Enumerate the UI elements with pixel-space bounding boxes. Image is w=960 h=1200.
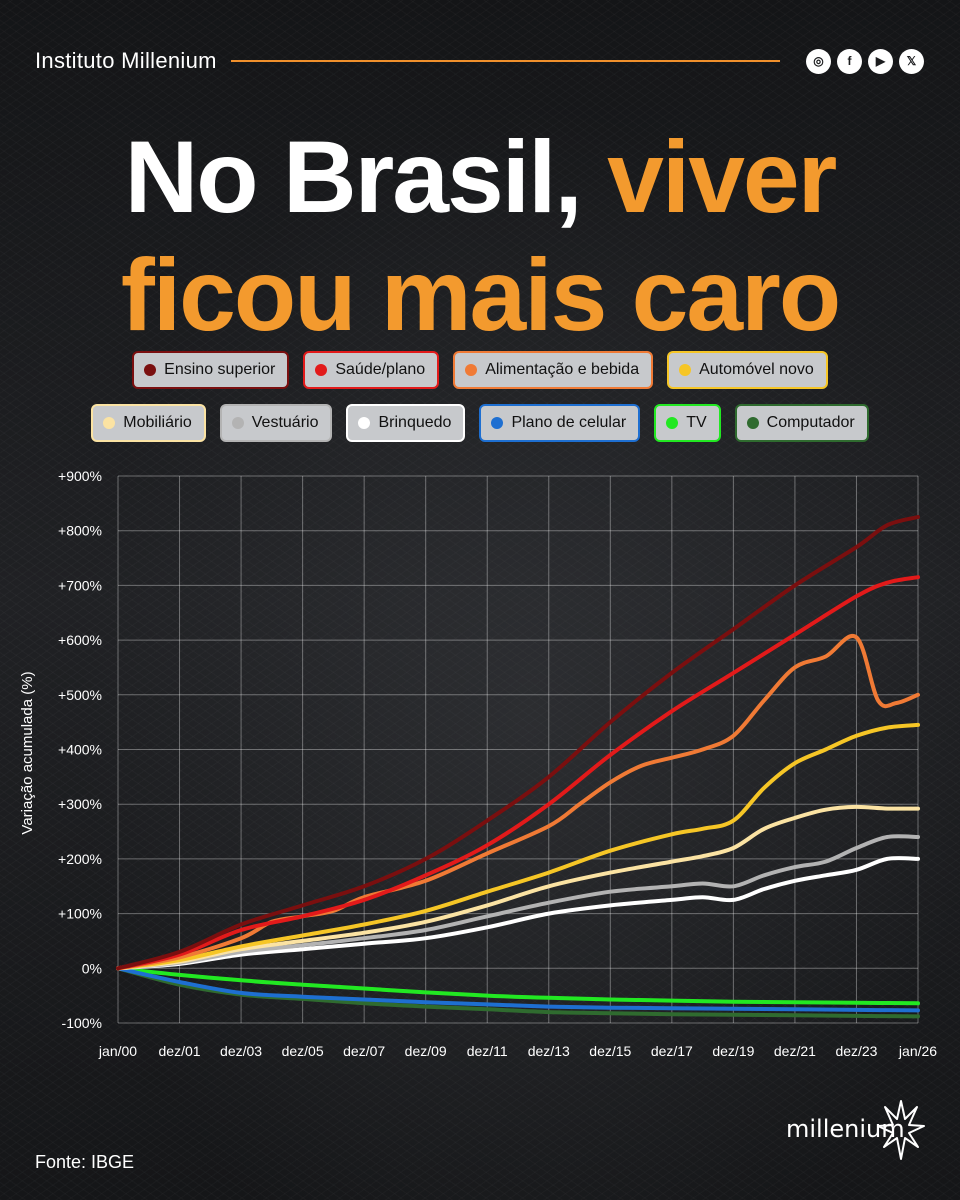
y-tick-label: +600% bbox=[58, 632, 102, 648]
title-part-orange: viver bbox=[607, 120, 837, 234]
x-tick-label: dez/19 bbox=[712, 1043, 754, 1059]
legend-dot bbox=[231, 417, 244, 429]
line-chart: -100% 0% +100% +200% +300% +400% +500% +600% +70… bbox=[19, 468, 937, 1059]
y-tick-label: +800% bbox=[58, 523, 102, 539]
grid bbox=[117, 475, 919, 1024]
legend-item-mobiliario: Mobiliário bbox=[91, 404, 206, 442]
x-tick-label: dez/23 bbox=[835, 1043, 877, 1059]
legend-item-brinquedo: Brinquedo bbox=[346, 404, 466, 442]
legend-label: Saúde/plano bbox=[335, 361, 426, 378]
y-tick-label: +300% bbox=[58, 796, 102, 812]
y-tick-label: 0% bbox=[82, 960, 102, 976]
legend-dot bbox=[358, 417, 371, 429]
legend-item-ensino-superior: Ensino superior bbox=[132, 351, 290, 389]
header: Instituto Millenium ◎ f ▶ 𝕏 bbox=[35, 46, 924, 76]
y-tick-labels: -100% 0% +100% +200% +300% +400% +500% +600% +70… bbox=[58, 468, 102, 1031]
legend-label: TV bbox=[686, 414, 707, 431]
legend-dot bbox=[103, 417, 116, 429]
legend-item-saude-plano: Saúde/plano bbox=[303, 351, 440, 389]
legend-label: Ensino superior bbox=[164, 361, 276, 378]
legend-row-1: Ensino superior Saúde/plano Alimentação … bbox=[0, 351, 960, 389]
legend-label: Computador bbox=[766, 414, 855, 431]
legend-dot bbox=[144, 364, 157, 376]
facebook-icon[interactable]: f bbox=[837, 48, 862, 74]
y-tick-label: +700% bbox=[58, 577, 102, 593]
x-tick-label: jan/00 bbox=[98, 1043, 137, 1059]
legend-dot bbox=[666, 417, 679, 429]
legend-label: Alimentação e bebida bbox=[485, 361, 640, 378]
x-tick-label: dez/17 bbox=[651, 1043, 693, 1059]
x-tick-label: dez/13 bbox=[528, 1043, 570, 1059]
y-tick-label: +100% bbox=[58, 906, 102, 922]
legend-dot bbox=[491, 417, 504, 429]
legend-label: Mobiliário bbox=[123, 414, 192, 431]
series-lines bbox=[116, 515, 920, 1019]
x-tick-label: dez/05 bbox=[282, 1043, 324, 1059]
x-tick-label: dez/21 bbox=[774, 1043, 816, 1059]
y-tick-label: +900% bbox=[58, 468, 102, 484]
series-line-mobiliario bbox=[116, 804, 920, 971]
legend-label: Brinquedo bbox=[378, 414, 452, 431]
source-note: Fonte: IBGE bbox=[35, 1152, 135, 1172]
legend-label: Plano de celular bbox=[511, 414, 627, 431]
x-tick-label: jan/26 bbox=[898, 1043, 937, 1059]
header-divider bbox=[230, 60, 780, 62]
series-line-tv bbox=[116, 966, 920, 1006]
series-line-saude-plano bbox=[116, 575, 920, 971]
y-tick-label: +400% bbox=[58, 742, 102, 758]
social-links: ◎ f ▶ 𝕏 bbox=[806, 48, 924, 74]
page-title: No Brasil, viver ficou mais caro bbox=[0, 118, 960, 354]
y-tick-label: +200% bbox=[58, 851, 102, 867]
x-icon[interactable]: 𝕏 bbox=[899, 48, 924, 74]
x-tick-label: dez/07 bbox=[343, 1043, 385, 1059]
legend-item-tv: TV bbox=[654, 404, 721, 442]
millenium-logo: millenium bbox=[786, 1095, 926, 1167]
legend-dot bbox=[465, 364, 478, 376]
x-tick-label: dez/01 bbox=[159, 1043, 201, 1059]
legend-item-automovel-novo: Automóvel novo bbox=[667, 351, 828, 389]
legend-item-alimentacao: Alimentação e bebida bbox=[453, 351, 654, 389]
title-line-2: ficou mais caro bbox=[120, 238, 841, 352]
series-line-brinquedo bbox=[116, 856, 920, 971]
legend-dot bbox=[746, 417, 759, 429]
title-part-white: No Brasil, bbox=[124, 120, 583, 234]
legend-item-plano-celular: Plano de celular bbox=[479, 404, 641, 442]
x-tick-labels: jan/00 dez/01 dez/03 dez/05 dez/07 dez/09 dez/… bbox=[98, 1043, 937, 1059]
instagram-icon[interactable]: ◎ bbox=[806, 48, 831, 74]
x-tick-label: dez/11 bbox=[467, 1043, 508, 1059]
brand-name: Instituto Millenium bbox=[35, 48, 217, 73]
x-tick-label: dez/15 bbox=[589, 1043, 631, 1059]
series-line-vestuario bbox=[116, 834, 920, 971]
x-tick-label: dez/09 bbox=[405, 1043, 447, 1059]
y-axis-label: Variação acumulada (%) bbox=[19, 671, 36, 834]
y-tick-label: -100% bbox=[62, 1015, 102, 1031]
y-tick-label: +500% bbox=[58, 687, 102, 703]
title-line-1: No Brasil, viver bbox=[0, 118, 960, 236]
legend-label: Automóvel novo bbox=[699, 361, 814, 378]
starburst-icon bbox=[877, 1100, 925, 1160]
legend-label: Vestuário bbox=[251, 414, 319, 431]
series-line-ensino-superior bbox=[116, 515, 920, 971]
legend-dot bbox=[679, 364, 692, 376]
series-line-automovel-novo bbox=[116, 722, 920, 971]
x-tick-label: dez/03 bbox=[220, 1043, 262, 1059]
legend-item-vestuario: Vestuário bbox=[219, 404, 333, 442]
series-line-plano-de-celular bbox=[116, 966, 920, 1013]
legend-dot bbox=[315, 364, 328, 376]
legend-row-2: Mobiliário Vestuário Brinquedo Plano de … bbox=[0, 404, 960, 442]
legend-item-computador: Computador bbox=[734, 404, 869, 442]
youtube-icon[interactable]: ▶ bbox=[868, 48, 893, 74]
